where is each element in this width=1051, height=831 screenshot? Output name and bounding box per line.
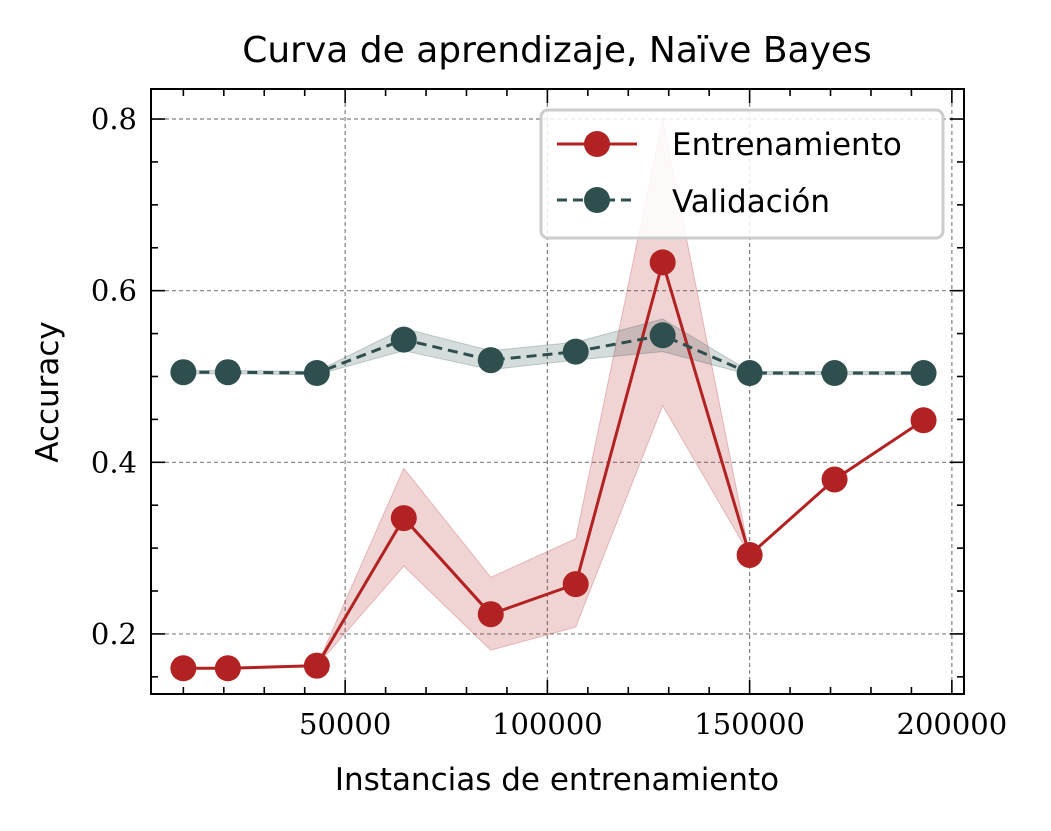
chart-title: Curva de aprendizaje, Naïve Bayes (242, 30, 872, 71)
x-tick-label: 200000 (897, 707, 1008, 741)
plot-frame (150, 88, 965, 695)
point-validacion (303, 360, 330, 387)
legend-label-validacion: Validación (672, 184, 830, 220)
point-validacion (736, 360, 763, 387)
series-lines (183, 256, 925, 670)
legend-label-entrenamiento: Entrenamiento (672, 127, 902, 163)
line-entrenamiento (183, 256, 925, 670)
point-entrenamiento (477, 601, 504, 628)
y-axis-label: Accuracy (30, 321, 66, 463)
x-tick-label: 150000 (694, 707, 805, 741)
point-validacion (910, 360, 937, 387)
point-entrenamiento (170, 655, 197, 682)
legend-marker-entrenamiento (584, 131, 610, 157)
point-validacion (649, 322, 676, 349)
series-markers (170, 249, 937, 682)
point-entrenamiento (821, 466, 848, 493)
point-entrenamiento (303, 652, 330, 679)
point-entrenamiento (910, 407, 937, 434)
axis-ticks: 50000 100000 150000 200000 0.2 0.4 0.6 0.8 (91, 89, 1007, 741)
y-tick-label: 0.8 (91, 102, 137, 136)
y-tick-label: 0.4 (91, 445, 137, 479)
legend: Entrenamiento Validación (539, 108, 945, 240)
line-validacion (183, 333, 924, 375)
point-validacion (477, 347, 504, 374)
point-validacion (390, 326, 417, 353)
legend-box (539, 108, 945, 240)
point-entrenamiento (649, 249, 676, 276)
x-tick-label: 100000 (492, 707, 603, 741)
band-validacion (182, 318, 925, 376)
point-validacion (214, 359, 241, 386)
point-validacion (821, 360, 848, 387)
point-entrenamiento (562, 571, 589, 598)
y-tick-label: 0.2 (91, 617, 137, 651)
point-validacion (170, 359, 197, 386)
y-tick-label: 0.6 (91, 274, 137, 308)
point-entrenamiento (214, 655, 241, 682)
point-entrenamiento (736, 541, 763, 568)
point-entrenamiento (390, 505, 417, 532)
legend-marker-validacion (584, 187, 610, 213)
x-axis-label: Instancias de entrenamiento (335, 762, 779, 798)
x-tick-label: 50000 (299, 707, 391, 741)
point-validacion (562, 338, 589, 365)
